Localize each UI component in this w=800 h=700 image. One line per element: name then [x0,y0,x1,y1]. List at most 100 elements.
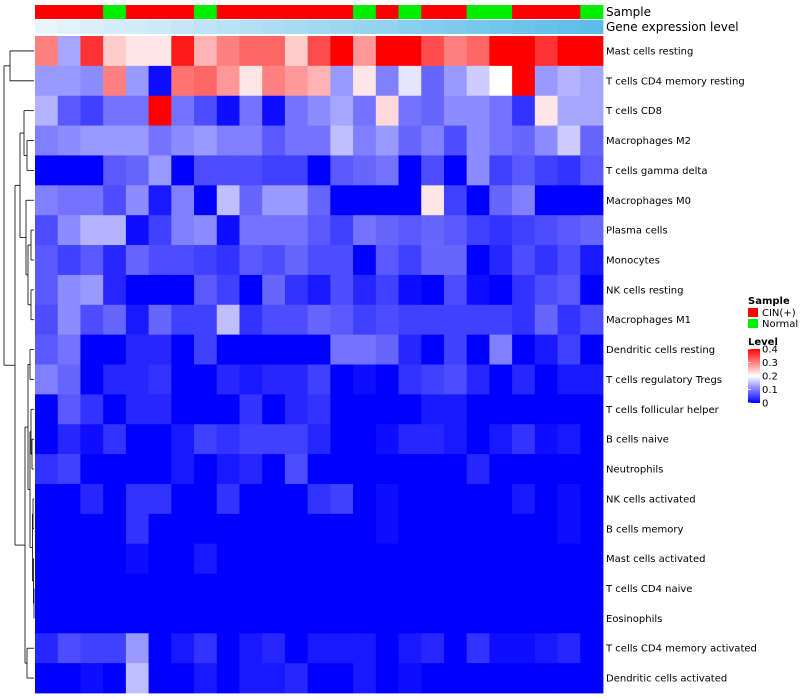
heatmap-cell [239,65,263,97]
heatmap-cell [80,185,104,216]
heatmap-cell [125,394,149,425]
heatmap-cell [148,513,172,545]
heatmap-cell [171,125,195,156]
heatmap-cell [171,543,195,574]
heatmap-cell [284,125,309,156]
heatmap-cell [443,95,468,126]
heatmap-cell [239,633,263,664]
heatmap-cell [171,483,195,515]
heatmap-cell [466,543,490,574]
heatmap-cell [375,155,399,186]
sample-annotation-cell [512,5,536,19]
heatmap-cell [443,543,468,574]
heatmap-cell [103,454,127,485]
heatmap-cell [443,513,468,545]
heatmap-cell [262,424,286,455]
heatmap-cell [557,364,581,395]
heatmap-cell [35,125,59,156]
heatmap-cell [512,36,536,67]
sample-annotation-cell [557,5,581,19]
heatmap-cell [580,245,604,276]
heatmap-cell [421,215,445,246]
heatmap-cell [194,603,218,634]
heatmap-cell [353,95,377,126]
heatmap-cell [35,65,59,97]
sample-annotation-cell [307,5,331,19]
heatmap-cell [375,573,399,604]
heatmap-cell [239,394,263,425]
heatmap-cell [466,36,490,67]
heatmap-cell [330,215,354,246]
heatmap-cell [489,185,513,216]
heatmap-cell [353,633,377,664]
heatmap-cell [239,513,263,545]
heatmap-cell [512,663,536,694]
heatmap-cell [35,424,59,455]
heatmap-cell [239,573,263,604]
expression-annotation-cell [353,20,377,34]
heatmap-cell [148,245,172,276]
heatmap-cell [466,185,490,216]
heatmap-cell [239,95,263,126]
heatmap-cell [398,573,422,604]
heatmap-cell [262,304,286,336]
heatmap-cell [125,65,149,97]
heatmap-cell [330,454,354,485]
heatmap-cell [148,65,172,97]
expression-annotation-cell [330,20,354,34]
heatmap-cell [466,125,490,156]
heatmap-cell [239,603,263,634]
row-label: Eosinophils [606,614,662,625]
heatmap-cell [57,185,81,216]
legend-tick-label: 0.1 [762,385,778,396]
heatmap-cell [239,483,263,515]
heatmap-cell [262,245,286,276]
expression-annotation-cell [375,20,399,34]
heatmap-cell [375,663,399,694]
expression-annotation-cell [534,20,558,34]
heatmap-cell [421,125,445,156]
heatmap-cell [489,394,513,425]
heatmap-cell [557,36,581,67]
heatmap-cell [421,663,445,694]
heatmap-cell [375,65,399,97]
heatmap-cell [57,483,81,515]
heatmap-cell [194,454,218,485]
heatmap-cell [512,65,536,97]
heatmap-cell [125,364,149,395]
legend-tick-label: 0.3 [762,358,778,369]
heatmap-cell [103,603,127,634]
heatmap-cell [330,274,354,306]
heatmap-cell [580,334,604,365]
heatmap-cell [330,125,354,156]
heatmap-cell [35,245,59,276]
legend-tick-label: 0.4 [762,345,778,356]
heatmap-cell [307,424,331,455]
heatmap-cell [194,185,218,216]
heatmap-cell [103,95,127,126]
heatmap-cell [194,95,218,126]
heatmap-cell [557,483,581,515]
heatmap-cell [125,274,149,306]
heatmap-cell [262,215,286,246]
heatmap-cell [284,663,309,694]
heatmap-cell [534,304,558,336]
heatmap-cell [375,603,399,634]
heatmap-cell [398,454,422,485]
heatmap-cell [375,304,399,336]
heatmap-cell [284,603,309,634]
heatmap-cell [284,95,309,126]
heatmap-cell [443,364,468,395]
heatmap-cells [35,36,604,694]
heatmap-cell [421,364,445,395]
heatmap-cell [80,65,104,97]
heatmap-cell [57,394,81,425]
heatmap-cell [421,245,445,276]
heatmap-cell [466,95,490,126]
heatmap-cell [171,603,195,634]
heatmap-cell [103,36,127,67]
heatmap-cell [557,95,581,126]
heatmap-cell [580,483,604,515]
heatmap-cell [512,185,536,216]
